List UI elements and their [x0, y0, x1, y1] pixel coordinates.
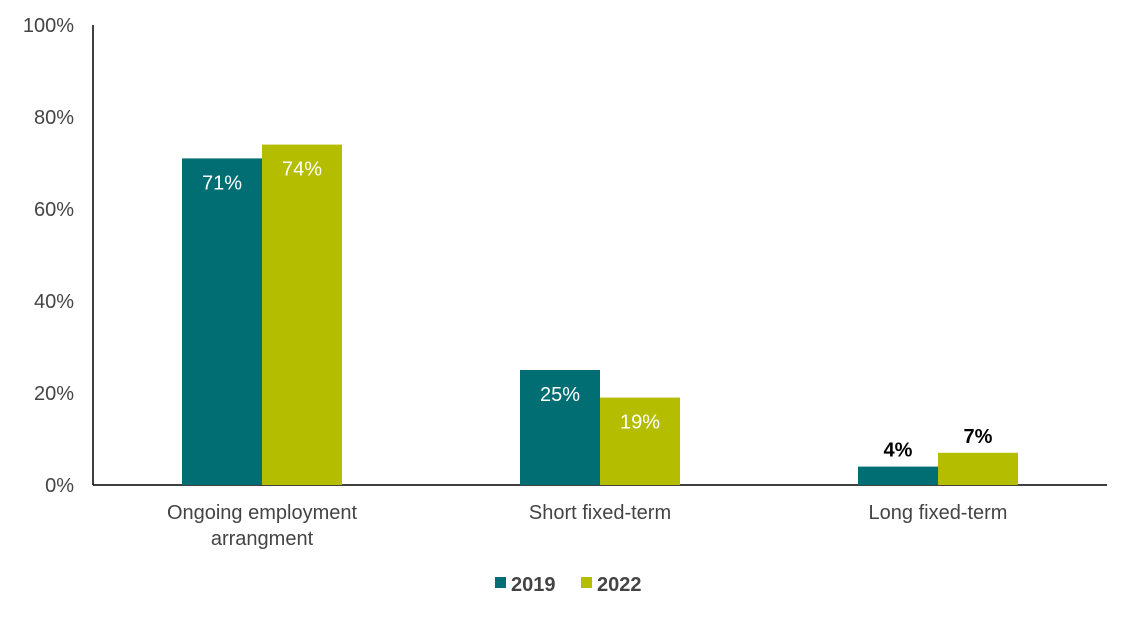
data-label: 19% [620, 412, 660, 434]
data-label: 7% [964, 426, 993, 448]
bar-2022 [262, 144, 342, 485]
legend-swatch [495, 577, 506, 588]
bar-2022 [600, 397, 680, 485]
bar-2019 [520, 370, 600, 485]
bar-2019 [858, 466, 938, 485]
x-tick-label: Long fixed-term [869, 502, 1008, 524]
x-tick-label: Ongoing employment [167, 502, 358, 524]
x-tick-label: Short fixed-term [529, 502, 671, 524]
y-tick-label: 20% [34, 383, 74, 405]
y-tick-label: 80% [34, 107, 74, 129]
y-tick-label: 40% [34, 291, 74, 313]
y-tick-label: 100% [23, 15, 74, 37]
legend-swatch [581, 577, 592, 588]
x-tick-label: arrangment [211, 528, 314, 550]
data-label: 4% [884, 440, 913, 462]
legend-label: 2019 [511, 574, 556, 596]
data-label: 71% [202, 172, 242, 194]
bar-2022 [938, 452, 1018, 485]
y-tick-label: 60% [34, 199, 74, 221]
y-tick-label: 0% [45, 475, 74, 497]
legend-label: 2022 [597, 574, 642, 596]
bar-2019 [182, 158, 262, 485]
data-label: 25% [540, 384, 580, 406]
data-label: 74% [282, 159, 322, 181]
